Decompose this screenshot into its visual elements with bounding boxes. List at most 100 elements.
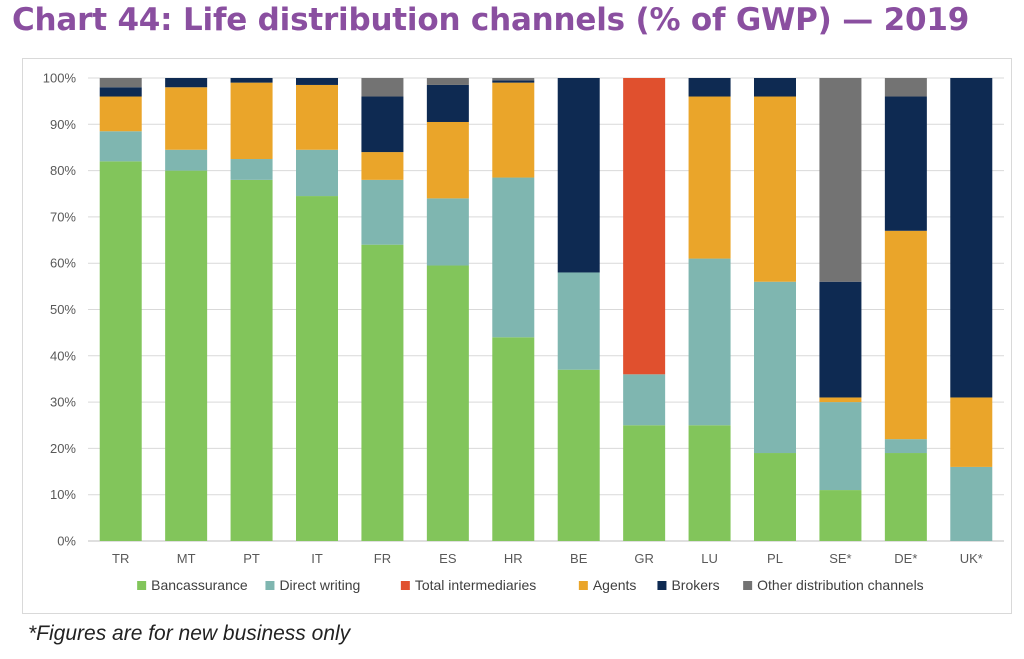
bar-segment	[165, 87, 208, 150]
legend-label: Total intermediaries	[415, 577, 536, 593]
x-tick-label: FR	[374, 551, 391, 566]
footnote: *Figures are for new business only	[28, 622, 351, 645]
bar-segment	[361, 244, 404, 541]
bar-segment	[426, 84, 469, 122]
bar-segment	[950, 397, 993, 467]
x-tick-label: PT	[243, 551, 260, 566]
bar-segment	[754, 78, 796, 97]
bar-segment	[230, 159, 273, 180]
legend-swatch	[578, 581, 588, 590]
y-tick-label: 70%	[50, 209, 76, 224]
bar-segment	[165, 170, 208, 541]
bar-segment	[361, 179, 404, 245]
bar-segment	[99, 161, 142, 541]
bar-segment	[950, 466, 993, 541]
legend-label: Brokers	[671, 577, 719, 593]
bar-segment	[819, 281, 862, 398]
bar-segment	[557, 78, 600, 273]
bar-segment	[426, 198, 469, 266]
y-tick-label: 20%	[50, 441, 76, 456]
x-tick-label: SE*	[829, 551, 851, 566]
x-tick-label: IT	[311, 551, 323, 566]
bar-segment	[426, 121, 469, 199]
x-tick-label: PL	[767, 551, 783, 566]
x-tick-label: BE	[570, 551, 588, 566]
bar-segment	[688, 258, 731, 426]
legend-swatch	[743, 581, 753, 590]
bar-segment	[99, 96, 142, 132]
x-tick-label: LU	[701, 551, 718, 566]
bar-segment	[361, 152, 404, 180]
y-tick-label: 90%	[50, 117, 76, 132]
bar-segment	[426, 78, 469, 85]
bar-segment	[165, 149, 208, 171]
legend-swatch	[400, 581, 410, 590]
bar-segment	[623, 374, 666, 426]
y-tick-label: 50%	[50, 302, 76, 317]
bar-segment	[361, 96, 404, 153]
legend-label: Agents	[593, 577, 637, 593]
bar-segment	[688, 78, 731, 97]
legend-swatch	[265, 581, 275, 590]
chart-title: Chart 44: Life distribution channels (% …	[12, 2, 970, 38]
bar-segment	[884, 96, 927, 231]
bar-segment	[99, 78, 142, 88]
x-tick-label: UK*	[960, 551, 983, 566]
bar-segment	[230, 78, 273, 83]
legend-label: Bancassurance	[151, 577, 248, 593]
bar-segment	[819, 78, 862, 282]
bar-segment	[623, 78, 666, 375]
x-tick-label: TR	[112, 551, 129, 566]
x-tick-label: HR	[504, 551, 523, 566]
bar-segment	[492, 177, 535, 338]
bar-segment	[950, 78, 993, 398]
y-tick-label: 10%	[50, 487, 76, 502]
bar-segment	[296, 78, 338, 85]
bar-segment	[492, 78, 535, 81]
bar-segment	[230, 82, 273, 160]
legend-swatch	[137, 581, 147, 590]
bar-segment	[230, 179, 273, 542]
bar-segment	[361, 78, 404, 97]
bar-segment	[819, 490, 862, 541]
bar-segment	[819, 397, 862, 403]
bar-segment	[884, 439, 927, 454]
legend-label: Other distribution channels	[757, 577, 924, 593]
y-tick-label: 30%	[50, 395, 76, 410]
bar-segment	[492, 80, 535, 83]
bar-segment	[754, 96, 796, 282]
bar-segment	[557, 369, 600, 541]
y-tick-label: 100%	[43, 71, 77, 86]
x-tick-label: GR	[634, 551, 654, 566]
bar-segment	[754, 453, 796, 541]
bar-segment	[296, 149, 338, 197]
bar-segment	[296, 196, 338, 541]
y-tick-label: 60%	[50, 256, 76, 271]
bar-segment	[99, 87, 142, 97]
bar-segment	[688, 96, 731, 259]
bar-segment	[492, 337, 535, 541]
x-tick-label: MT	[177, 551, 196, 566]
chart-frame	[22, 58, 1012, 614]
y-tick-label: 0%	[57, 534, 76, 549]
bar-segment	[426, 265, 469, 541]
bar-segment	[884, 78, 927, 97]
stacked-bar-chart: 0% 10% 20% 30% 40% 50% 60% 70% 80% 90% 100% TR MT PT I…	[43, 71, 1004, 593]
bar-segment	[688, 425, 731, 541]
bar-segment	[819, 402, 862, 491]
bar-segment	[557, 272, 600, 370]
bar-segment	[492, 82, 535, 178]
bar-segment	[884, 230, 927, 440]
bar-segment	[884, 453, 927, 541]
bar-segment	[296, 84, 338, 150]
bar-segment	[99, 131, 142, 162]
legend-label: Direct writing	[279, 577, 360, 593]
y-tick-label: 80%	[50, 163, 76, 178]
x-tick-label: DE*	[894, 551, 917, 566]
bar-segment	[623, 425, 666, 541]
y-tick-label: 40%	[50, 348, 76, 363]
legend-swatch	[657, 581, 667, 590]
bar-segment	[754, 281, 796, 454]
bar-segment	[165, 78, 208, 88]
x-tick-label: ES	[439, 551, 457, 566]
